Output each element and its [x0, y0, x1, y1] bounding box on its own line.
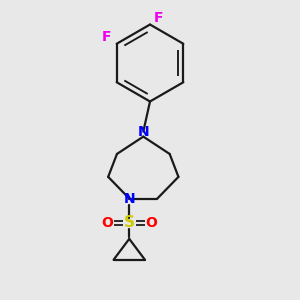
Text: O: O — [102, 216, 113, 230]
Text: N: N — [137, 124, 149, 139]
Text: S: S — [124, 215, 135, 230]
Text: O: O — [145, 216, 157, 230]
Text: N: N — [123, 191, 135, 206]
Text: F: F — [154, 11, 163, 25]
Text: F: F — [102, 30, 111, 44]
